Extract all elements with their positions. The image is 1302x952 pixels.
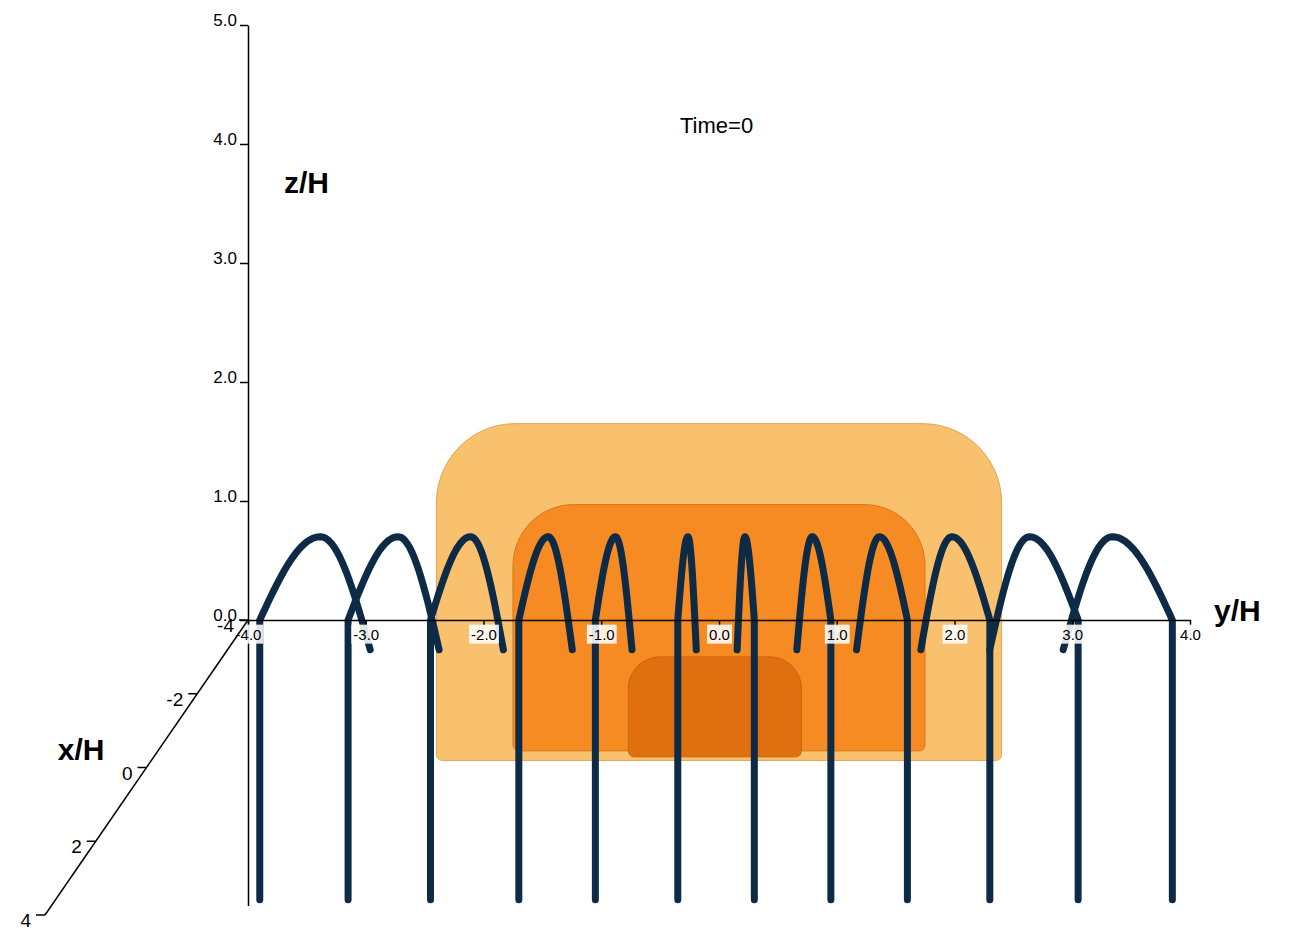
tick-label: 3.0	[1062, 626, 1083, 643]
tick-mark	[240, 382, 248, 384]
chart: 0.0 1.0 2.0 3.0 4.0 5.0 -4.0 -3.0 -2.0 -1.0 0.0 1.0…	[0, 0, 1302, 952]
tick-label: -1.0	[589, 626, 615, 643]
tick: 3.0	[213, 249, 248, 268]
tick-mark	[240, 263, 248, 265]
tick: 1.0	[825, 620, 850, 644]
tick-mark	[36, 914, 45, 916]
plot-area	[260, 424, 1173, 900]
field-line	[990, 537, 1078, 900]
label-patch	[1178, 625, 1203, 644]
tick: 1.0	[213, 487, 248, 506]
field-line	[595, 537, 632, 900]
tick-label: 0.0	[709, 626, 730, 643]
field-line	[1063, 537, 1172, 900]
label-patch	[351, 625, 381, 644]
tick-label: 1.0	[213, 487, 237, 506]
tick: 3.0	[1060, 620, 1085, 644]
tick-mark	[239, 619, 248, 621]
label-patch	[469, 625, 499, 644]
field-line	[737, 537, 754, 900]
label-patch	[587, 625, 617, 644]
field-line	[519, 537, 572, 900]
axis-title: z/H	[284, 166, 329, 199]
tick-label: 4.0	[213, 130, 237, 149]
axis-line	[248, 26, 250, 907]
tick: -1.0	[587, 620, 617, 644]
isosurface	[628, 657, 801, 757]
tick-label: 5.0	[213, 11, 237, 30]
x-axis: -4 -2 0 2 4	[20, 615, 248, 931]
tick-label: 4	[20, 910, 31, 931]
axis-line	[45, 620, 248, 915]
tick: -3.0	[351, 620, 381, 644]
tick-mark	[240, 144, 248, 146]
tick-label: 2.0	[213, 368, 237, 387]
tick-label: 0	[122, 763, 133, 784]
field-line	[678, 537, 696, 900]
tick-label: 2	[71, 836, 82, 857]
axes: 0.0 1.0 2.0 3.0 4.0 5.0 -4.0 -3.0 -2.0 -1.0 0.0 1.0…	[20, 11, 1203, 931]
tick-label: 3.0	[213, 249, 237, 268]
tick: -4.0	[234, 620, 264, 644]
field-line	[797, 537, 831, 900]
tick-label: -4	[217, 615, 234, 636]
field-line	[857, 537, 908, 900]
tick-mark	[138, 767, 147, 769]
tick-mark	[240, 25, 248, 27]
tick-label: -2	[166, 689, 183, 710]
axis-title: x/H	[58, 733, 105, 766]
tick: 2.0	[943, 620, 968, 644]
tick-label: 1.0	[827, 626, 848, 643]
y-axis: -4.0 -3.0 -2.0 -1.0 0.0 1.0 2.0 3.0 4.0	[234, 620, 1203, 644]
tick-mark	[240, 501, 248, 503]
axis-title: y/H	[1214, 594, 1261, 627]
tick: 0.0	[707, 620, 732, 644]
tick-label: 2.0	[945, 626, 966, 643]
tick-label: -2.0	[471, 626, 497, 643]
tick-label: 4.0	[1180, 626, 1201, 643]
field-line	[260, 537, 370, 900]
tick-label: -3.0	[353, 626, 379, 643]
tick: 2.0	[213, 368, 248, 387]
tick: -2.0	[469, 620, 499, 644]
label-patch	[943, 625, 968, 644]
tick-label: -4.0	[236, 626, 262, 643]
z-axis: 0.01.02.03.04.05.0	[213, 11, 248, 906]
tick: 4.0	[1178, 620, 1203, 644]
label-patch	[1060, 625, 1085, 644]
field-line	[431, 537, 504, 900]
tick: 5.0	[213, 11, 248, 30]
label-patch	[825, 625, 850, 644]
tick: 4.0	[213, 130, 248, 149]
field-line	[921, 537, 990, 900]
title: Time=0	[680, 113, 753, 138]
label-patch	[707, 625, 732, 644]
tick-mark	[188, 693, 197, 695]
field-line	[348, 537, 439, 900]
tick-mark	[87, 841, 96, 843]
